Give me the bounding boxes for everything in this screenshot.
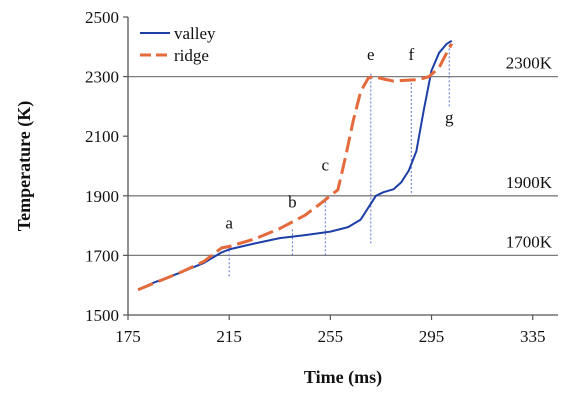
y-tick-label-1700: 1700: [85, 246, 119, 265]
axes-layer: 1500 1700 1900 2100 2300 2500 175 215 255 295 335: [85, 8, 558, 346]
x-tick-label-215: 215: [216, 327, 242, 346]
event-label-f: f: [408, 45, 414, 64]
y-tick-label-2300: 2300: [85, 68, 119, 87]
series-line-ridge: [137, 43, 454, 292]
reference-line-label-1700K: 1700K: [506, 232, 553, 251]
reference-line-label-2300K: 2300K: [506, 54, 553, 73]
event-label-c: c: [322, 155, 330, 174]
series-line-valley: [137, 39, 453, 291]
reference-lines-layer: 1700K 1900K 2300K: [128, 54, 558, 257]
x-tick-label-295: 295: [419, 327, 445, 346]
event-label-a: a: [225, 214, 233, 233]
y-tick-label-2500: 2500: [85, 8, 119, 27]
y-tick-label-1900: 1900: [85, 187, 119, 206]
event-label-g: g: [445, 108, 454, 127]
x-tick-label-175: 175: [115, 327, 141, 346]
event-markers-layer: a b c e f g: [225, 40, 454, 277]
y-tick-label-2100: 2100: [85, 127, 119, 146]
series-layer: [137, 39, 454, 292]
legend-label-valley: valley: [174, 24, 216, 43]
legend: valley ridge: [140, 24, 216, 65]
event-label-b: b: [288, 193, 297, 212]
reference-line-label-1900K: 1900K: [506, 173, 553, 192]
y-axis-title: Temperature (K): [14, 101, 35, 231]
legend-label-ridge: ridge: [174, 46, 209, 65]
x-tick-label-335: 335: [520, 327, 546, 346]
x-tick-label-255: 255: [318, 327, 344, 346]
x-axis-title: Time (ms): [304, 367, 382, 388]
y-tick-label-1500: 1500: [85, 306, 119, 325]
event-label-e: e: [367, 45, 375, 64]
